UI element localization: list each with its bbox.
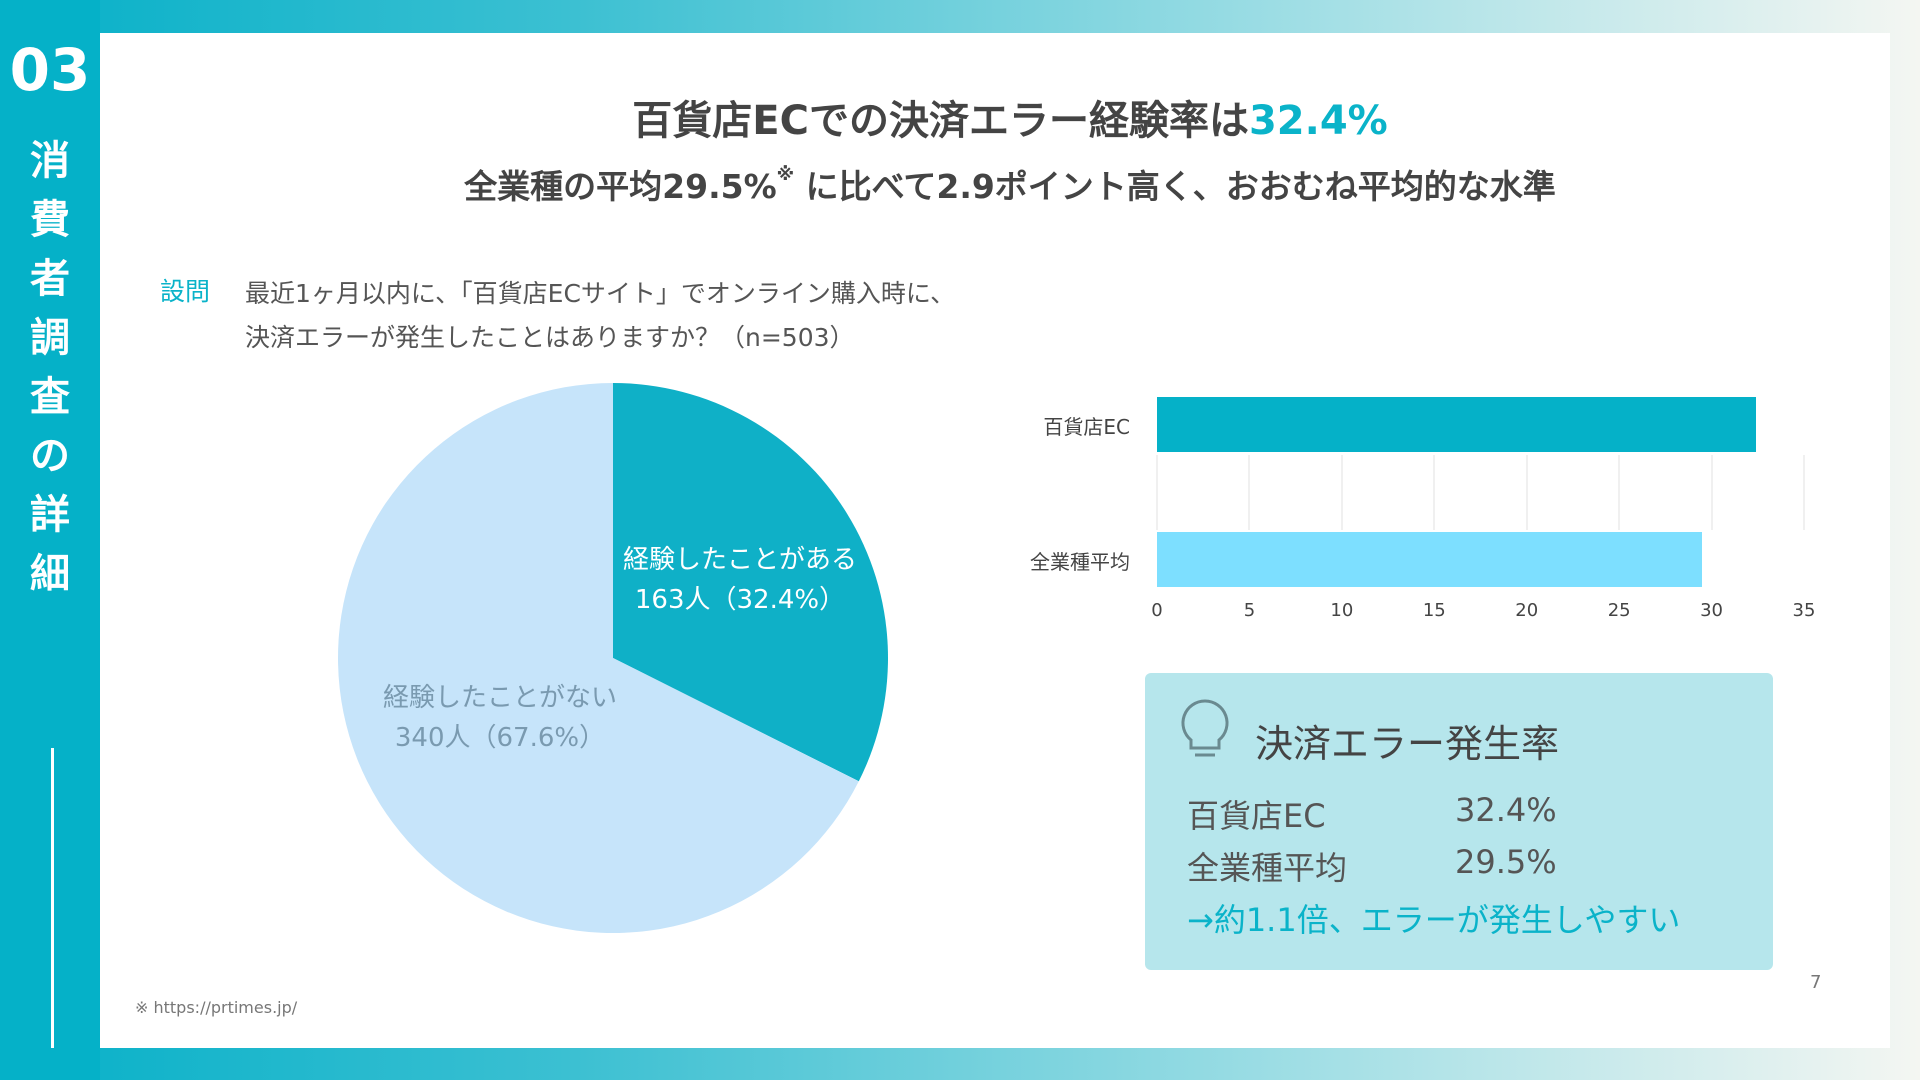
section-title: 消費者調査の詳細: [30, 138, 70, 597]
title-highlight: 32.4%: [1248, 98, 1388, 144]
title-text: 百貨店ECでの決済エラー経験率は: [632, 98, 1249, 144]
section-number: 03: [9, 36, 91, 104]
footnote: ※ https://prtimes.jp/: [135, 998, 298, 1017]
question-tag: 設問: [160, 277, 211, 306]
slide-subtitle: 全業種の平均29.5%※ に比べて2.9ポイント高く、おおむね平均的な水準: [100, 160, 1920, 208]
info-row-value: 29.5%: [1455, 843, 1557, 881]
pie-label-yes: 経験したことがある 163人（32.4%）: [610, 540, 870, 620]
pie-label-no: 経験したことがない 340人（67.6%）: [370, 678, 630, 758]
info-row-value: 32.4%: [1455, 791, 1557, 829]
pie-slice: [338, 383, 859, 933]
lightbulb-icon: [1181, 699, 1229, 757]
info-conclusion: →約1.1倍、エラーが発生しやすい: [1187, 901, 1681, 939]
pie-chart: [338, 383, 888, 933]
note-mark: ※: [776, 164, 795, 185]
question-line-2: 決済エラーが発生したことはありますか？（n=503）: [245, 323, 855, 352]
pie-label-yes-text: 経験したことがある: [622, 545, 857, 575]
subtitle-part-a: 全業種の平均29.5%: [464, 167, 777, 206]
pie-label-no-detail: 340人（67.6%）: [394, 723, 606, 753]
info-title: 決済エラー発生率: [1255, 722, 1560, 766]
info-box: 決済エラー発生率 百貨店EC 32.4% 全業種平均 29.5% →約1.1倍、…: [1145, 673, 1773, 970]
slide-title: 百貨店ECでの決済エラー経験率は32.4%: [100, 88, 1920, 146]
pie-label-yes-detail: 163人（32.4%）: [634, 585, 846, 615]
info-row-label: 全業種平均: [1187, 849, 1348, 887]
pie-slice: [613, 383, 888, 782]
section-sidebar: [0, 0, 100, 1080]
page-number: 7: [1810, 972, 1822, 993]
pie-label-no-text: 経験したことがない: [382, 683, 617, 713]
question-text: 最近1ヶ月以内に、「百貨店ECサイト」でオンライン購入時に、 決済エラーが発生した…: [245, 272, 1095, 360]
sidebar-divider: [51, 748, 54, 1048]
question-line-1: 最近1ヶ月以内に、「百貨店ECサイト」でオンライン購入時に、: [245, 279, 956, 308]
subtitle-part-b: に比べて2.9ポイント高く、おおむね平均的な水準: [805, 167, 1556, 206]
info-row-label: 百貨店EC: [1187, 797, 1326, 835]
